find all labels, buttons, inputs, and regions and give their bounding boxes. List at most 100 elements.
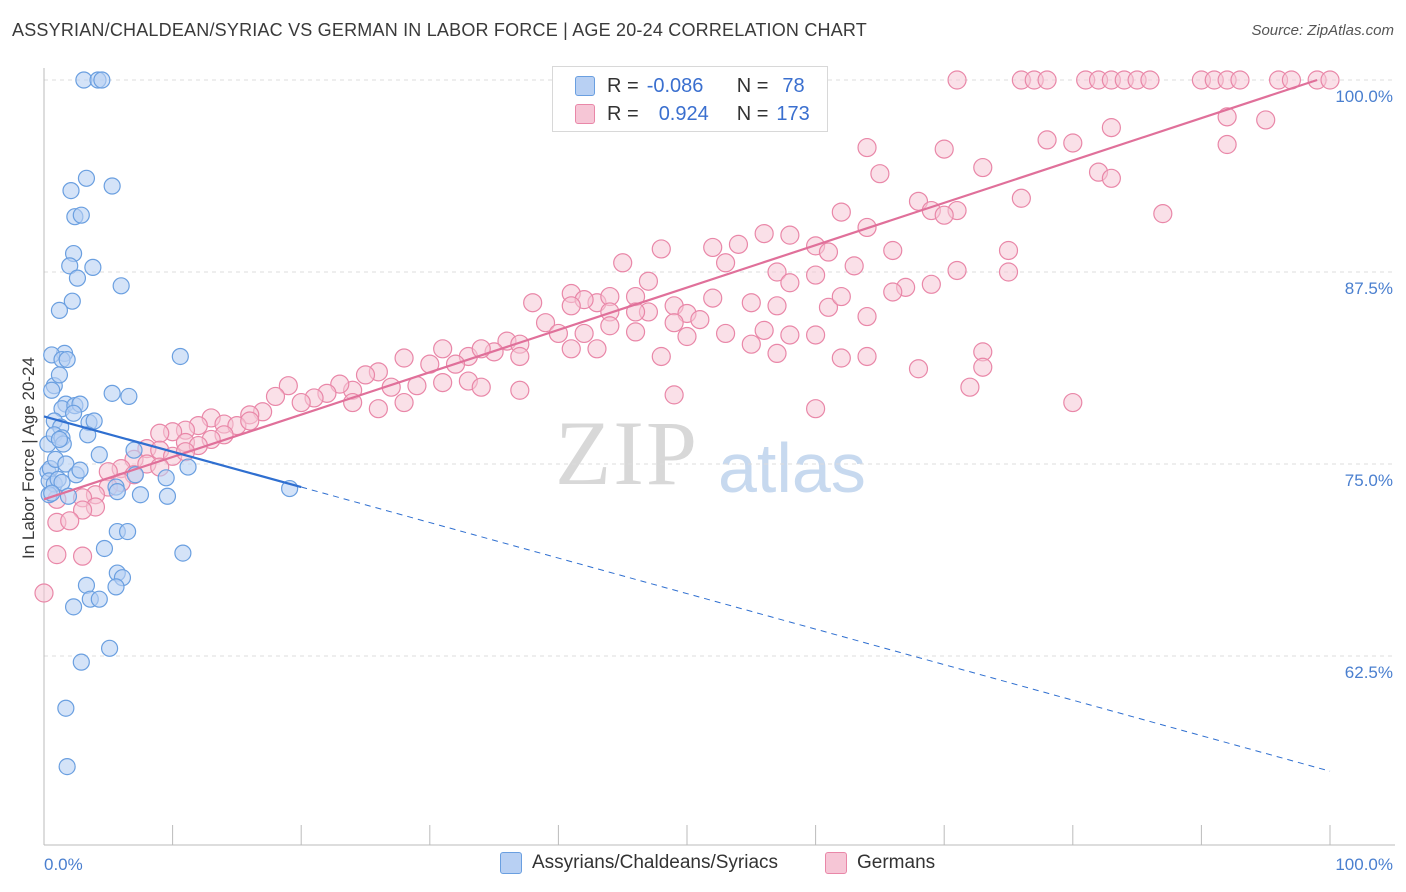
assyrian-point bbox=[158, 487, 177, 505]
german-point bbox=[523, 293, 543, 313]
assyrian-point bbox=[63, 292, 81, 310]
assyrian-point bbox=[85, 412, 103, 430]
german-point bbox=[1101, 168, 1121, 188]
legend-r-value: 0.924 bbox=[658, 102, 709, 125]
german-point bbox=[883, 240, 903, 261]
german-point bbox=[433, 372, 453, 393]
german-point bbox=[690, 310, 710, 330]
assyrian-point bbox=[61, 257, 79, 275]
assyrian-point bbox=[171, 347, 189, 366]
assyrians-trend-extension bbox=[301, 486, 1331, 772]
assyrian-point bbox=[103, 177, 121, 195]
german-point bbox=[715, 323, 736, 344]
german-point bbox=[433, 339, 453, 359]
assyrian-point bbox=[64, 598, 83, 616]
german-point bbox=[883, 282, 903, 302]
assyrian-point bbox=[93, 71, 111, 89]
german-point bbox=[1217, 107, 1237, 127]
german-point bbox=[355, 365, 376, 385]
assyrian-point bbox=[43, 381, 61, 399]
watermark-atlas: atlas bbox=[718, 429, 866, 507]
german-point bbox=[600, 316, 620, 336]
german-point bbox=[1037, 130, 1057, 150]
german-point bbox=[805, 399, 826, 419]
assyrian-point bbox=[58, 350, 76, 369]
assyrian-point bbox=[68, 269, 87, 287]
german-point bbox=[394, 392, 414, 413]
german-point bbox=[34, 583, 54, 603]
german-point bbox=[973, 157, 993, 178]
german-point bbox=[728, 234, 749, 254]
german-point bbox=[664, 313, 684, 333]
german-point bbox=[240, 411, 260, 431]
y-axis-label: In Labor Force | Age 20-24 bbox=[19, 357, 38, 559]
german-point bbox=[767, 296, 787, 316]
assyrian-point bbox=[57, 699, 75, 717]
german-point bbox=[471, 377, 491, 397]
german-point bbox=[368, 399, 388, 419]
tick-labels: 62.5% 75.0% 87.5% 100.0% 0.0% 100.0% bbox=[44, 87, 1393, 874]
german-point bbox=[638, 271, 659, 291]
german-point bbox=[780, 325, 800, 345]
german-point bbox=[780, 225, 800, 245]
german-point bbox=[510, 346, 530, 367]
german-point bbox=[703, 237, 723, 258]
assyrian-point bbox=[50, 430, 69, 449]
assyrian-point bbox=[72, 206, 90, 224]
german-point bbox=[1011, 188, 1031, 208]
assyrian-point bbox=[100, 639, 119, 657]
german-point bbox=[651, 346, 671, 367]
german-point bbox=[780, 273, 800, 293]
germans-trend-line bbox=[43, 78, 1318, 501]
assyrian-point bbox=[125, 441, 143, 459]
german-point bbox=[625, 322, 646, 342]
german-point bbox=[278, 376, 298, 396]
assyrian-point bbox=[179, 458, 197, 476]
german-point bbox=[561, 296, 581, 316]
assyrian-point bbox=[53, 473, 71, 492]
assyrian-point bbox=[79, 426, 97, 444]
german-point bbox=[1140, 70, 1160, 90]
german-point bbox=[857, 137, 877, 158]
assyrian-point bbox=[50, 301, 69, 319]
german-point bbox=[587, 339, 607, 359]
x-tick-label: 100.0% bbox=[1335, 855, 1393, 874]
german-point bbox=[72, 500, 93, 520]
axes bbox=[43, 68, 1395, 846]
german-point bbox=[818, 242, 839, 262]
german-point bbox=[561, 339, 581, 359]
german-point bbox=[934, 205, 954, 225]
y-tick-label: 75.0% bbox=[1345, 471, 1393, 490]
y-tick-label: 62.5% bbox=[1345, 663, 1393, 682]
german-point bbox=[754, 224, 774, 244]
german-point bbox=[870, 164, 890, 184]
german-point bbox=[998, 240, 1019, 261]
bottom-legend-germans: Germans bbox=[825, 852, 935, 874]
german-point bbox=[60, 511, 80, 531]
german-point bbox=[1320, 70, 1340, 90]
legend-n-label: N = bbox=[736, 74, 769, 97]
german-point bbox=[831, 348, 851, 368]
german-point bbox=[703, 288, 723, 308]
legend-r-value: -0.086 bbox=[646, 74, 704, 97]
german-point bbox=[47, 545, 67, 565]
assyrian-point bbox=[174, 544, 192, 562]
german-point bbox=[1256, 110, 1276, 130]
assyrian-point bbox=[62, 181, 80, 200]
german-point bbox=[1037, 70, 1057, 90]
german-point bbox=[831, 286, 851, 307]
bottom-legend-label: Germans bbox=[857, 852, 936, 873]
x-tick-label: 0.0% bbox=[44, 855, 83, 874]
assyrian-point bbox=[71, 461, 89, 479]
german-point bbox=[613, 253, 633, 273]
german-point bbox=[1063, 392, 1083, 413]
assyrian-point bbox=[157, 469, 175, 487]
assyrian-point bbox=[57, 455, 75, 473]
german-point bbox=[1230, 70, 1250, 90]
assyrian-point bbox=[77, 169, 96, 187]
assyrian-point bbox=[120, 387, 138, 406]
legend-row-germans: R = 0.924 N = 173 bbox=[575, 101, 810, 127]
grid-lines bbox=[44, 79, 1395, 657]
source-label: Source: ZipAtlas.com bbox=[1251, 22, 1394, 39]
